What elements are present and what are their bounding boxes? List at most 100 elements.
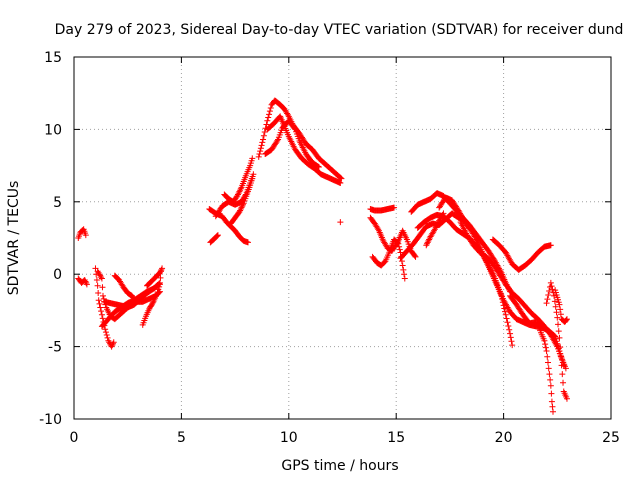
- data-point: [401, 275, 408, 282]
- data-point: [255, 153, 262, 160]
- data-point: [424, 239, 431, 246]
- data-point: [234, 193, 241, 200]
- data-point: [536, 321, 543, 328]
- x-tick-label: 0: [70, 430, 79, 446]
- data-point: [563, 317, 570, 324]
- data-point: [157, 274, 164, 281]
- data-point: [93, 276, 100, 283]
- data-point: [557, 344, 564, 351]
- data-point: [261, 129, 268, 136]
- data-point: [563, 395, 570, 402]
- data-point: [542, 344, 549, 351]
- data-point: [98, 275, 105, 282]
- data-point: [110, 340, 117, 347]
- data-point: [156, 281, 163, 288]
- x-tick-label: 5: [177, 430, 186, 446]
- data-point: [426, 236, 433, 243]
- data-point: [266, 108, 273, 115]
- data-point: [234, 191, 241, 198]
- data-point: [237, 187, 244, 194]
- data-point: [284, 111, 291, 118]
- data-point: [337, 179, 344, 186]
- data-point: [95, 290, 102, 297]
- y-tick-label: 15: [44, 50, 62, 66]
- y-tick-label: -10: [39, 412, 62, 428]
- data-point: [257, 145, 264, 152]
- data-point: [502, 311, 509, 318]
- data-point: [391, 204, 398, 211]
- data-point: [156, 269, 163, 276]
- data-point: [250, 171, 257, 178]
- data-point: [549, 286, 556, 293]
- data-point: [546, 371, 553, 378]
- data-point: [554, 314, 561, 321]
- data-point: [82, 232, 89, 239]
- data-point: [99, 284, 106, 291]
- data-point: [550, 408, 557, 415]
- data-point: [258, 142, 265, 149]
- data-point: [214, 232, 221, 239]
- data-point: [548, 390, 555, 397]
- x-tick-labels: 0 5 10 15 20 25: [70, 430, 620, 446]
- data-point: [266, 111, 273, 118]
- data-point: [81, 276, 88, 283]
- data-point: [548, 283, 555, 290]
- data-point: [213, 233, 220, 240]
- data-point: [548, 398, 555, 405]
- data-point: [83, 281, 90, 288]
- x-tick-label: 20: [495, 430, 513, 446]
- data-point: [537, 321, 544, 328]
- data-point: [553, 342, 560, 349]
- data-point: [431, 227, 438, 234]
- data-point: [110, 339, 117, 346]
- data-point: [95, 297, 102, 304]
- data-point: [94, 282, 101, 289]
- data-point: [237, 206, 244, 213]
- data-point: [541, 337, 548, 344]
- data-point: [244, 239, 251, 246]
- data-point: [104, 334, 111, 341]
- data-point: [249, 155, 256, 162]
- data-point: [556, 301, 563, 308]
- data-point: [265, 114, 272, 121]
- data-point: [549, 403, 556, 410]
- data-point: [557, 353, 564, 360]
- data-point: [557, 306, 564, 313]
- data-point: [132, 297, 139, 304]
- data-point: [291, 125, 298, 132]
- data-point: [214, 232, 221, 239]
- data-point: [553, 309, 560, 316]
- y-tick-label: 10: [44, 122, 62, 138]
- data-point: [239, 203, 246, 210]
- data-point: [236, 208, 243, 215]
- data-point: [543, 347, 550, 354]
- data-point: [236, 188, 243, 195]
- data-point: [315, 163, 322, 170]
- data-point: [102, 329, 109, 336]
- data-point: [102, 326, 109, 333]
- data-point: [401, 271, 408, 278]
- x-tick-label: 10: [280, 430, 298, 446]
- data-point: [547, 242, 554, 249]
- data-point: [98, 308, 105, 315]
- data-point: [544, 359, 551, 366]
- data-point: [560, 379, 567, 386]
- data-point: [109, 342, 116, 349]
- data-point: [249, 175, 256, 182]
- data-point: [551, 292, 558, 299]
- data-point: [563, 316, 570, 323]
- data-point: [557, 311, 564, 318]
- data-point: [375, 226, 382, 233]
- data-point: [159, 265, 166, 272]
- data-point: [264, 117, 271, 124]
- data-point: [544, 296, 551, 303]
- data-point: [542, 341, 549, 348]
- x-tick-label: 15: [387, 430, 405, 446]
- data-point: [260, 136, 267, 143]
- data-point: [274, 137, 281, 144]
- data-point: [239, 201, 246, 208]
- data-point: [544, 353, 551, 360]
- data-point: [259, 139, 266, 146]
- data-point: [238, 204, 245, 211]
